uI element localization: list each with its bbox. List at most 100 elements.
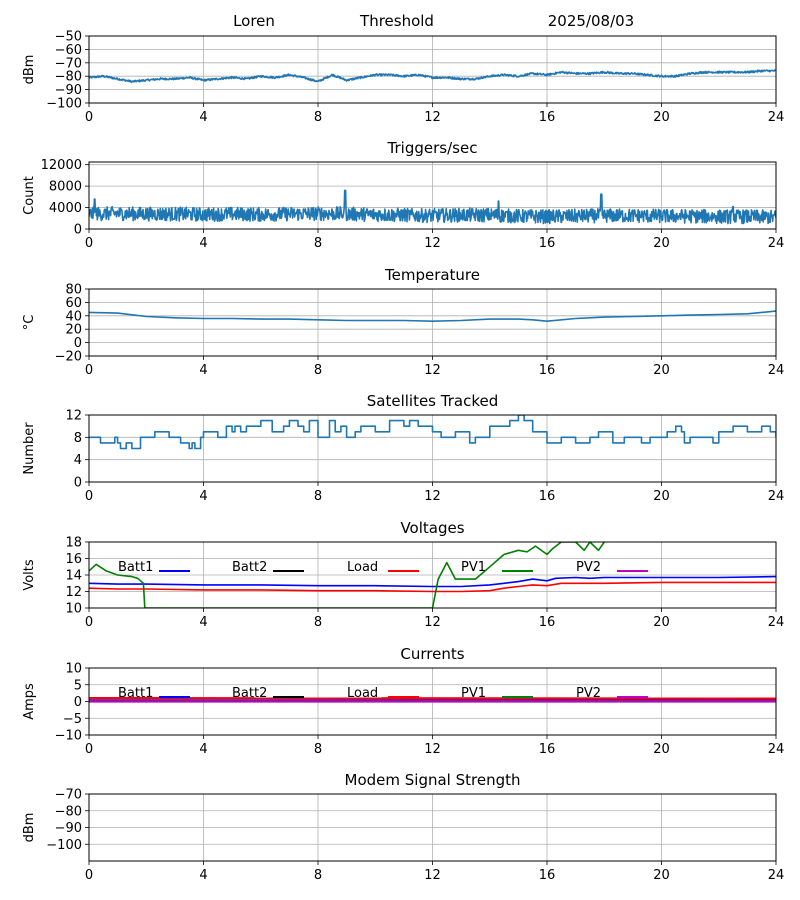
y-tick-label: −90: [55, 821, 82, 836]
y-tick-label: −50: [55, 30, 82, 45]
x-tick-label: 12: [424, 489, 441, 504]
chart-signal: 0 4 8 12 16 20 24 −100−90−80−70−60−50 dBm: [22, 30, 784, 126]
legend-label: Load: [347, 560, 378, 575]
legend-label: Batt1: [118, 560, 153, 575]
legend-label: PV2: [576, 560, 601, 575]
y-axis-label: Amps: [22, 683, 37, 720]
x-tick-label: 4: [199, 363, 207, 378]
x-tick-label: 24: [768, 742, 785, 757]
y-tick-label: 12: [65, 585, 82, 600]
x-tick-label: 0: [85, 868, 93, 883]
x-tick-label: 16: [539, 868, 556, 883]
y-tick-label: 4000: [49, 201, 82, 216]
chart-title: Modem Signal Strength: [345, 771, 521, 789]
chart-title: Triggers/sec: [387, 139, 478, 157]
y-tick-label: 14: [65, 569, 82, 584]
y-tick-label: 0: [74, 223, 82, 238]
x-tick-label: 8: [314, 868, 322, 883]
x-tick-label: 0: [85, 615, 93, 630]
y-tick-label: 0: [74, 695, 82, 710]
x-tick-label: 16: [539, 489, 556, 504]
x-tick-label: 12: [424, 236, 441, 251]
y-tick-label: −100: [46, 97, 82, 112]
x-tick-label: 0: [85, 110, 93, 125]
chart-title: Temperature: [384, 266, 480, 284]
legend-label: Load: [347, 686, 378, 701]
series-line: [89, 415, 776, 450]
y-tick-label: 0: [74, 336, 82, 351]
y-tick-label: 4: [74, 453, 82, 468]
y-tick-label: −10: [55, 729, 82, 744]
y-tick-label: 16: [65, 552, 82, 567]
x-tick-label: 20: [653, 489, 670, 504]
x-tick-label: 8: [314, 363, 322, 378]
series-line: [89, 310, 776, 322]
x-tick-label: 4: [199, 489, 207, 504]
chart-modem: 0 4 8 12 16 20 24 −100 −90 −80−70 Modem Signal Str…: [22, 771, 784, 883]
x-tick-label: 4: [199, 110, 207, 125]
series-line-load: [89, 581, 776, 593]
chart-title: Satellites Tracked: [367, 392, 498, 410]
x-tick-label: 12: [424, 615, 441, 630]
y-tick-label: 0: [74, 476, 82, 491]
y-axis-label: dBm: [22, 813, 37, 843]
chart-title: Voltages: [400, 519, 464, 537]
y-tick-label: 8: [74, 431, 82, 446]
x-tick-label: 20: [653, 868, 670, 883]
legend-label: PV1: [461, 560, 486, 575]
y-tick-label: −70: [55, 788, 82, 803]
y-tick-label: 12000: [41, 158, 82, 173]
x-tick-label: 4: [199, 236, 207, 251]
chart-satellites: 0 4 8 12 16 20 24 0 4 8 12 Satellites Tracked Number: [22, 392, 784, 504]
x-tick-label: 8: [314, 110, 322, 125]
series-line: [89, 69, 776, 84]
y-axis-label: dBm: [22, 55, 37, 85]
x-tick-label: 12: [424, 742, 441, 757]
x-tick-label: 8: [314, 236, 322, 251]
x-tick-label: 20: [653, 236, 670, 251]
x-tick-label: 20: [653, 363, 670, 378]
x-tick-label: 4: [199, 615, 207, 630]
x-tick-label: 24: [768, 363, 785, 378]
y-axis-label: °C: [22, 315, 37, 331]
header-mode: Threshold: [359, 12, 434, 30]
header-station: Loren: [233, 12, 275, 30]
x-tick-label: 16: [539, 110, 556, 125]
series-line-pv1: [89, 542, 605, 608]
legend-label: Batt2: [232, 686, 267, 701]
y-tick-label: −60: [55, 43, 82, 58]
y-axis-label: Volts: [22, 559, 37, 591]
y-tick-label: −90: [55, 83, 82, 98]
x-tick-label: 8: [314, 742, 322, 757]
x-tick-label: 16: [539, 615, 556, 630]
y-axis-label: Number: [22, 422, 37, 475]
x-tick-label: 12: [424, 110, 441, 125]
x-tick-label: 8: [314, 489, 322, 504]
legend-label: PV1: [461, 686, 486, 701]
x-tick-label: 24: [768, 236, 785, 251]
x-tick-label: 20: [653, 742, 670, 757]
y-tick-label: 60: [65, 296, 82, 311]
y-tick-label: −80: [55, 804, 82, 819]
x-tick-label: 16: [539, 363, 556, 378]
x-tick-label: 24: [768, 110, 785, 125]
header-date: 2025/08/03: [548, 12, 634, 30]
x-tick-label: 0: [85, 236, 93, 251]
legend-label: Batt2: [232, 560, 267, 575]
x-tick-label: 24: [768, 489, 785, 504]
y-tick-label: −5: [63, 712, 82, 727]
x-tick-label: 4: [199, 742, 207, 757]
y-tick-label: 40: [65, 309, 82, 324]
chart-triggers: 0 4 8 12 16 20 24 0 4000 8000 12000 Triggers/sec Cou…: [22, 139, 784, 251]
x-tick-label: 12: [424, 868, 441, 883]
x-tick-label: 16: [539, 742, 556, 757]
y-tick-label: −100: [46, 838, 82, 853]
y-tick-label: 18: [65, 536, 82, 551]
x-tick-label: 24: [768, 615, 785, 630]
y-tick-label: 8000: [49, 180, 82, 195]
chart-title: Currents: [400, 645, 464, 663]
